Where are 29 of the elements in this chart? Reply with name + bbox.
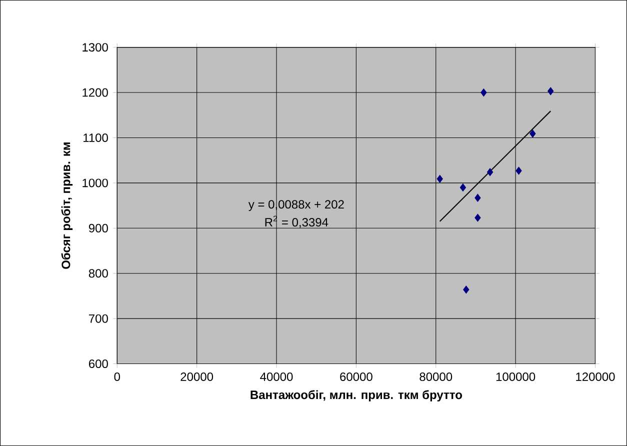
y-tick-label: 700 [89,314,108,323]
point [463,286,470,294]
y-tick-label: 600 [89,360,108,368]
x-tick-label: 20000 [180,372,214,381]
point [436,174,443,183]
x-tick-label: 60000 [340,372,372,381]
y-tick-label: 1100 [84,133,108,142]
annotation: R$^{2}$ = 0,3394 [265,216,328,228]
point [530,130,536,138]
point [548,87,554,96]
y-tick-label: 1000 [82,178,108,188]
x-axis-title: Вантажообіг, млн. прив. ткм брутто [250,390,462,402]
y-tick-label: 900 [88,224,108,232]
x-tick-label: 100000 [496,372,536,381]
point [460,183,466,192]
point [480,88,487,97]
x-tick-label: 0 [114,372,120,381]
x-tick-label: 120000 [576,372,615,381]
point [486,168,494,176]
point [474,214,481,222]
point [516,166,522,175]
x-tick-label: 40000 [260,372,293,381]
y-tick-label: 800 [88,269,108,278]
y-tick-label: 1200 [82,88,108,97]
x-tick-label: 80000 [420,372,452,381]
y-tick-label: 1300 [82,43,108,52]
point [474,194,481,202]
annotation: y = 0,0088x + 202 [248,200,344,211]
y-axis-title: Обсяг робіт, прив. км [61,142,73,269]
